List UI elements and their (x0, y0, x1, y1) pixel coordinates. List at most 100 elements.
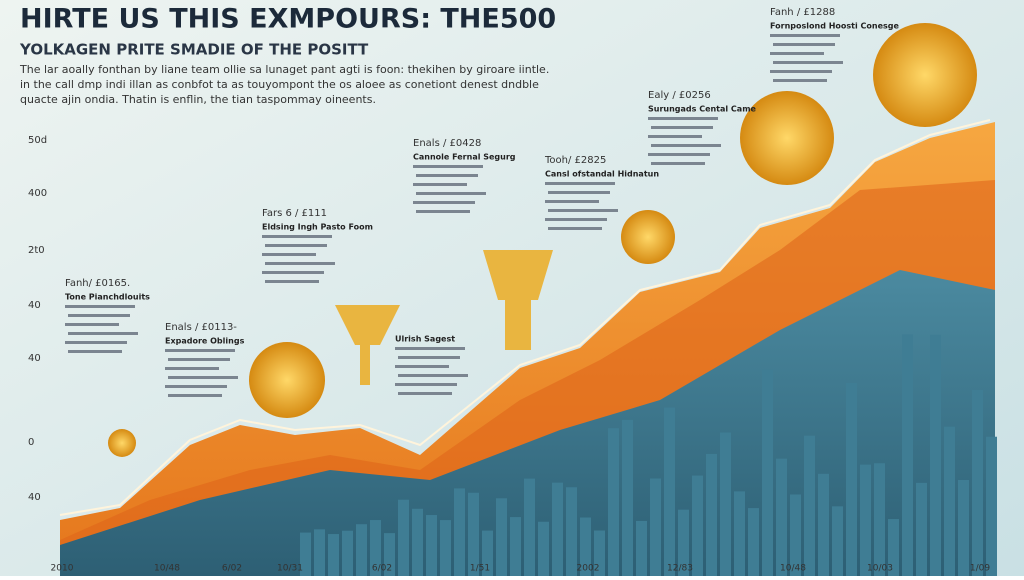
annotation-body (413, 183, 467, 186)
x-label: 6/02 (222, 564, 242, 574)
building (846, 382, 857, 576)
annotation-body (648, 135, 702, 138)
intro-line: The lar aoally fonthan by liane team oll… (19, 63, 549, 76)
coins (108, 23, 977, 457)
annotation-date: Fars 6 / £111 (262, 208, 327, 219)
annotation-body (548, 227, 602, 230)
annotation-body (773, 79, 827, 82)
building (482, 530, 493, 576)
annotation-heading: Expadore Oblings (165, 337, 245, 346)
annotation-body (395, 365, 449, 368)
annotation-body (65, 305, 135, 308)
annotation-date: Fanh/ £0165. (65, 278, 130, 289)
skyline (300, 334, 997, 576)
y-label: 40 (28, 492, 41, 503)
building (468, 492, 479, 576)
annotation-body (545, 218, 607, 221)
building (608, 428, 619, 576)
annotation-heading: Cannole Fernal Segurg (413, 153, 516, 162)
building (930, 334, 941, 576)
building (678, 509, 689, 576)
building (356, 524, 367, 576)
coin (108, 429, 136, 457)
x-label: 10/03 (867, 564, 893, 574)
blue-area (60, 270, 995, 576)
annotation-body (651, 126, 713, 129)
y-label: 40 (28, 353, 41, 364)
building (524, 478, 535, 576)
building (412, 508, 423, 576)
annotation-date: Enals / £0113- (165, 322, 237, 333)
y-label: 2t0 (28, 245, 45, 256)
annotation-body (262, 271, 324, 274)
building (496, 498, 507, 576)
annotation-body (548, 191, 610, 194)
annotation-body (416, 192, 486, 195)
annotation-body (416, 174, 478, 177)
annotation-body (165, 349, 235, 352)
building (986, 436, 997, 576)
intro-line: in the call dmp indi illan as conbfot ta… (20, 78, 539, 91)
building (342, 530, 353, 576)
building (300, 532, 311, 576)
annotation-date: Fanh / £1288 (770, 7, 835, 18)
building (538, 521, 549, 576)
annotation-body (770, 70, 832, 73)
annotation-body (68, 332, 138, 335)
annotation-body (65, 323, 119, 326)
building (804, 435, 815, 576)
building (650, 478, 661, 576)
x-label: 10/31 (277, 564, 303, 574)
annotation-body (413, 165, 483, 168)
trophy (483, 250, 553, 350)
annotation-body (416, 210, 470, 213)
annotation-body (545, 182, 615, 185)
coin (249, 342, 325, 418)
building (328, 534, 339, 576)
annotation-body (262, 235, 332, 238)
building (860, 464, 871, 576)
coin (740, 91, 834, 185)
building (958, 479, 969, 576)
building (776, 458, 787, 576)
annotation-body (265, 244, 327, 247)
coin (621, 210, 675, 264)
annotation-body (168, 394, 222, 397)
building (888, 519, 899, 576)
x-label: 2002 (577, 564, 600, 574)
annotation-heading: Ulrish Sagest (395, 335, 455, 344)
annotation-heading: Eldsing Ingh Pasto Foom (262, 223, 373, 232)
x-label: 10/48 (154, 564, 180, 574)
annotation-body (548, 209, 618, 212)
building (748, 508, 759, 576)
annotation-body (168, 358, 230, 361)
x-label: 1/09 (970, 564, 990, 574)
annotation-body (395, 383, 457, 386)
building (440, 520, 451, 576)
annotation-date: Enals / £0428 (413, 138, 481, 149)
building (762, 369, 773, 576)
annotation-body (398, 356, 460, 359)
building (398, 499, 409, 576)
building (902, 334, 913, 576)
building (832, 506, 843, 576)
annotation-heading: Fornposlond Hoosti Conesge (770, 22, 899, 31)
building (720, 432, 731, 576)
building (384, 533, 395, 576)
y-label: 50d (28, 135, 47, 146)
annotation-body (265, 280, 319, 283)
y-label: 0 (28, 437, 34, 448)
building (314, 529, 325, 576)
annotation-body (398, 374, 468, 377)
building (594, 530, 605, 576)
annotation-body (262, 253, 316, 256)
y-label: 400 (28, 188, 47, 199)
x-label: 6/02 (372, 564, 392, 574)
building (622, 419, 633, 576)
building (972, 389, 983, 576)
x-label: 12/83 (667, 564, 693, 574)
annotation-body (265, 262, 335, 265)
annotation-body (68, 350, 122, 353)
annotation-date: Ealy / £0256 (648, 90, 711, 101)
